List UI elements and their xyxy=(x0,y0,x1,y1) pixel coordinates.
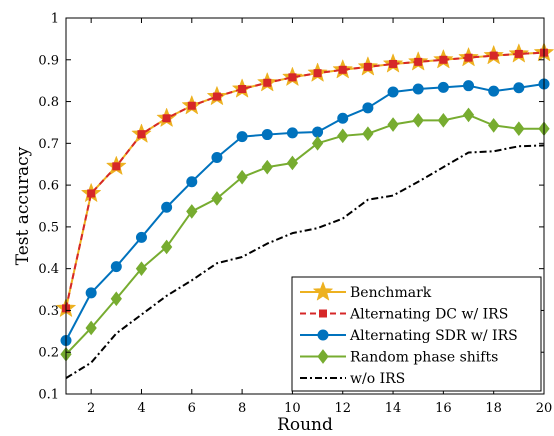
data-point-alternating-sdr-w-irs xyxy=(513,82,525,94)
y-tick-label: 0.7 xyxy=(38,137,59,152)
plot-frame xyxy=(65,17,545,395)
data-point-random-phase-shifts xyxy=(387,117,399,132)
x-axis-ticks: 2 4 6 8 10 12 14 16 18 20 xyxy=(87,18,552,416)
data-point-alternating-sdr-w-irs xyxy=(286,127,298,139)
legend: Benchmark Alternating DC w/ IRS Alternatin… xyxy=(291,276,542,392)
data-point-random-phase-shifts xyxy=(161,239,173,255)
data-point-random-phase-shifts xyxy=(311,136,324,151)
data-point-random-phase-shifts xyxy=(513,121,525,137)
data-point-alternating-dc-w-irs xyxy=(187,101,196,110)
data-point-alternating-sdr-w-irs xyxy=(337,112,349,124)
data-point-alternating-dc-w-irs xyxy=(238,85,247,94)
data-point-alternating-dc-w-irs xyxy=(162,114,171,123)
data-point-alternating-sdr-w-irs xyxy=(362,102,374,114)
data-point-alternating-sdr-w-irs xyxy=(211,152,223,164)
y-tick-label: 0.3 xyxy=(38,304,59,319)
data-point-random-phase-shifts xyxy=(186,204,198,219)
data-point-alternating-sdr-w-irs xyxy=(161,201,173,213)
data-point-alternating-sdr-w-irs xyxy=(135,231,147,243)
x-tick-label: 20 xyxy=(536,401,553,416)
data-point-alternating-sdr-w-irs xyxy=(85,287,97,299)
data-point-alternating-sdr-w-irs xyxy=(488,85,500,97)
legend-label-w-o-irs: w/o IRS xyxy=(350,371,405,387)
y-tick-label: 0.9 xyxy=(38,53,59,68)
data-point-random-phase-shifts xyxy=(85,320,97,336)
data-point-alternating-dc-w-irs xyxy=(464,53,473,62)
x-tick-label: 12 xyxy=(334,401,351,416)
legend-marker-alternating-dc-w-irs xyxy=(319,309,327,318)
data-point-alternating-dc-w-irs xyxy=(288,73,297,82)
y-axis-ticks: 0.1 0.2 0.3 0.4 0.5 0.6 0.7 0.8 0.9 1 xyxy=(38,12,544,403)
y-tick-label: 1 xyxy=(51,12,59,27)
y-tick-label: 0.5 xyxy=(38,220,59,235)
data-point-alternating-dc-w-irs xyxy=(414,57,423,66)
data-point-alternating-dc-w-irs xyxy=(112,162,121,171)
x-axis-label: Round xyxy=(277,415,333,435)
data-point-alternating-dc-w-irs xyxy=(389,59,398,68)
data-point-random-phase-shifts xyxy=(286,155,299,171)
legend-marker-benchmark xyxy=(313,281,333,301)
data-point-alternating-sdr-w-irs xyxy=(412,83,424,95)
data-point-random-phase-shifts xyxy=(135,261,148,276)
data-point-alternating-dc-w-irs xyxy=(363,62,372,71)
data-point-random-phase-shifts xyxy=(236,169,248,185)
x-tick-label: 4 xyxy=(137,401,145,416)
x-tick-label: 6 xyxy=(188,401,196,416)
x-tick-label: 2 xyxy=(87,401,95,416)
legend-label-alternating-dc-w-irs: Alternating DC w/ IRS xyxy=(349,307,508,323)
data-point-alternating-sdr-w-irs xyxy=(186,176,198,188)
data-point-alternating-sdr-w-irs xyxy=(463,80,475,92)
data-point-alternating-sdr-w-irs xyxy=(261,129,273,141)
series-w-o-irs xyxy=(65,144,545,379)
series-line-w-o-irs xyxy=(65,144,545,379)
x-tick-label: 10 xyxy=(284,401,301,416)
data-point-random-phase-shifts xyxy=(261,159,273,175)
data-point-random-phase-shifts xyxy=(362,126,374,142)
y-tick-label: 0.6 xyxy=(38,179,59,194)
series-line-alternating-dc-w-irs xyxy=(65,51,545,309)
y-tick-label: 0.2 xyxy=(38,346,59,361)
legend-marker-alternating-sdr-w-irs xyxy=(317,329,329,341)
legend-label-random-phase-shifts: Random phase shifts xyxy=(350,350,498,366)
data-point-alternating-dc-w-irs xyxy=(489,51,498,60)
data-point-alternating-dc-w-irs xyxy=(439,55,448,64)
data-point-random-phase-shifts xyxy=(412,113,424,128)
data-point-alternating-sdr-w-irs xyxy=(437,81,449,93)
series-random-phase-shifts xyxy=(60,107,550,362)
data-point-alternating-dc-w-irs xyxy=(137,130,146,139)
data-point-random-phase-shifts xyxy=(211,191,223,206)
data-point-random-phase-shifts xyxy=(110,291,122,307)
legend-label-benchmark: Benchmark xyxy=(350,285,432,301)
x-tick-label: 14 xyxy=(385,401,402,416)
y-tick-label: 0.1 xyxy=(38,388,59,403)
data-point-alternating-dc-w-irs xyxy=(338,65,347,74)
data-point-alternating-sdr-w-irs xyxy=(387,86,399,98)
data-point-random-phase-shifts xyxy=(488,118,500,133)
x-tick-label: 8 xyxy=(238,401,246,416)
data-point-random-phase-shifts xyxy=(337,128,349,144)
x-tick-label: 18 xyxy=(485,401,502,416)
y-tick-label: 0.8 xyxy=(38,95,59,110)
data-point-alternating-dc-w-irs xyxy=(514,49,523,58)
legend-marker-random-phase-shifts xyxy=(317,349,329,364)
data-point-alternating-dc-w-irs xyxy=(212,92,221,101)
x-tick-label: 16 xyxy=(435,401,452,416)
data-point-alternating-sdr-w-irs xyxy=(312,126,324,138)
data-point-alternating-dc-w-irs xyxy=(263,78,272,87)
data-point-alternating-dc-w-irs xyxy=(313,69,322,78)
data-point-alternating-dc-w-irs xyxy=(87,189,96,198)
y-tick-label: 0.4 xyxy=(38,262,59,277)
data-point-random-phase-shifts xyxy=(437,113,449,128)
series-alternating-dc-w-irs xyxy=(62,48,548,313)
legend-label-alternating-sdr-w-irs: Alternating SDR w/ IRS xyxy=(349,328,518,344)
data-point-alternating-sdr-w-irs xyxy=(236,131,248,143)
data-point-random-phase-shifts xyxy=(462,107,475,123)
y-axis-label: Test accuracy xyxy=(13,146,33,265)
data-point-alternating-sdr-w-irs xyxy=(110,261,122,273)
